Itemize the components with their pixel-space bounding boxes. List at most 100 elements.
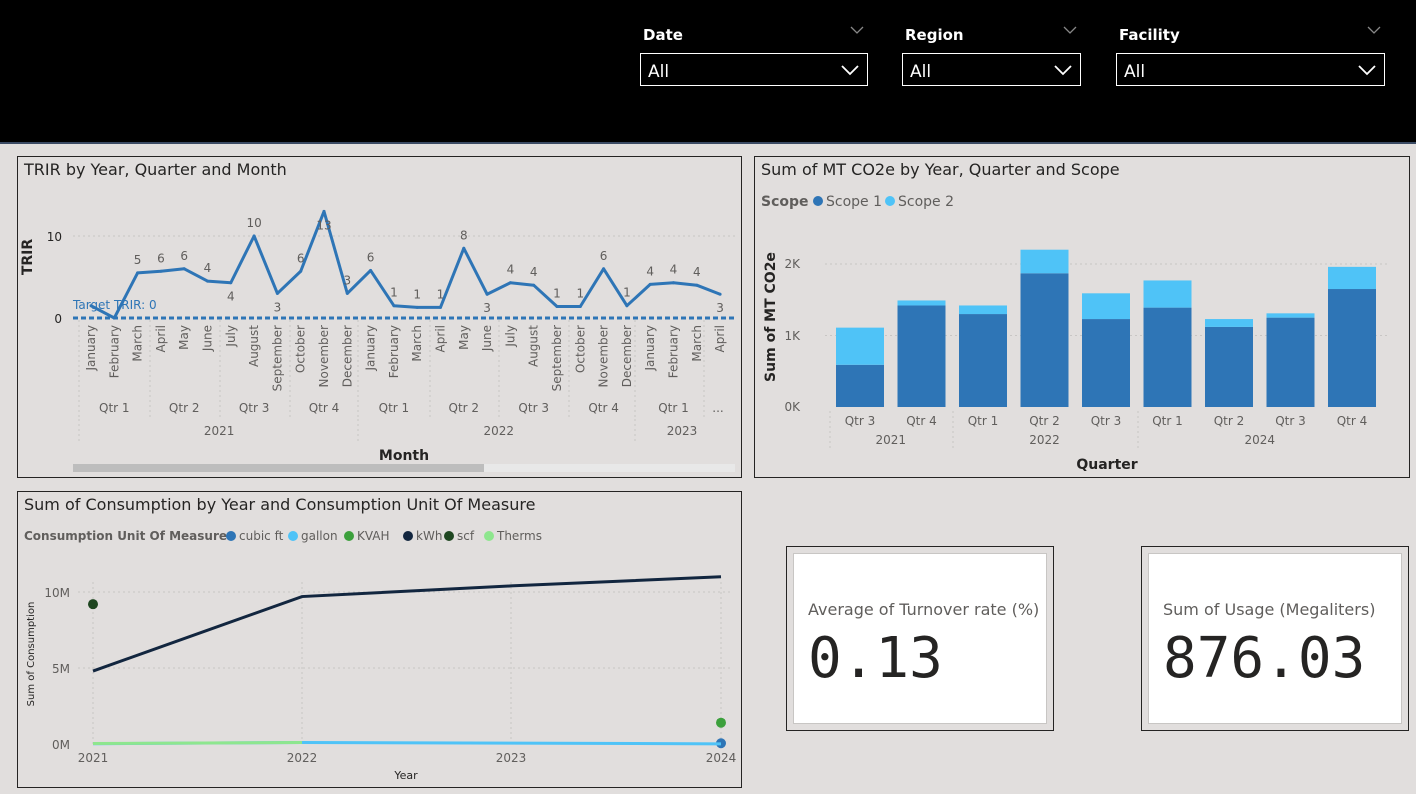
consumption-legend-marker	[444, 531, 454, 541]
chevron-down-icon[interactable]	[850, 24, 864, 36]
trir-point	[252, 234, 256, 238]
usage-card-label: Sum of Usage (Megaliters)	[1163, 600, 1376, 619]
co2-x-tick-quarter: Qtr 4	[1337, 414, 1368, 428]
trir-point	[625, 304, 629, 308]
co2-series: Qtr 3 Qtr 4 Qtr 1 Qtr 2 Qtr 3 Qtr 1 Qtr 2 Qtr 3…	[825, 249, 1387, 449]
co2-chart-panel[interactable]: Sum of MT CO2e by Year, Quarter and Scop…	[754, 156, 1410, 478]
co2-y-tick-1k: 1K	[784, 329, 801, 343]
consumption-chart[interactable]: Consumption Unit Of Measure cubic ft gall…	[18, 492, 743, 789]
trir-point	[555, 305, 559, 309]
trir-point	[695, 283, 699, 287]
trir-x-tick-quarter: Qtr 4	[588, 401, 619, 415]
co2-x-tick-quarter: Qtr 3	[845, 414, 876, 428]
co2-bar	[897, 305, 946, 407]
trir-point	[182, 267, 186, 271]
trir-point	[229, 281, 233, 285]
trir-point	[275, 291, 279, 295]
co2-bar	[1082, 319, 1130, 407]
co2-x-tick-quarter: Qtr 1	[1152, 414, 1183, 428]
co2-legend: Scope 1 Scope 2	[813, 194, 954, 210]
consumption-x-axis-title: Year	[393, 769, 418, 782]
trir-point	[89, 304, 93, 308]
date-dropdown-value: All	[648, 62, 670, 82]
chevron-down-icon[interactable]	[1367, 24, 1381, 36]
usage-card[interactable]: Sum of Usage (Megaliters) 876.03	[1141, 546, 1409, 731]
date-dropdown[interactable]: All	[640, 53, 868, 86]
trir-data-label: 1	[437, 287, 445, 301]
turnover-card-body: Average of Turnover rate (%) 0.13	[793, 553, 1047, 724]
trir-data-label: 4	[670, 263, 678, 277]
trir-point	[345, 291, 349, 295]
chevron-down-icon[interactable]	[1063, 24, 1077, 36]
trir-x-tick-month: February	[387, 325, 401, 378]
trir-data-label: 10	[246, 216, 261, 230]
consumption-line	[92, 575, 722, 673]
trir-x-tick-year: 2023	[667, 424, 698, 438]
co2-x-tick-quarter: Qtr 3	[1275, 414, 1306, 428]
trir-chart-panel[interactable]: TRIR by Year, Quarter and Month TRIR 10 …	[17, 156, 742, 478]
header-divider	[0, 142, 1416, 144]
dropdown-arrow-icon[interactable]	[1054, 64, 1072, 76]
consumption-y-tick-5m: 5M	[52, 662, 70, 676]
trir-point	[392, 304, 396, 308]
co2-chart[interactable]: Scope Scope 1 Scope 2 Sum of MT CO2e 2K 1…	[755, 157, 1411, 479]
trir-x-tick-month: March	[690, 325, 704, 362]
co2-bar	[1266, 317, 1315, 407]
usage-card-body: Sum of Usage (Megaliters) 876.03	[1148, 553, 1402, 724]
trir-point	[718, 292, 722, 296]
trir-y-tick-10: 10	[47, 230, 62, 244]
consumption-legend-label: cubic ft	[239, 529, 284, 543]
turnover-card[interactable]: Average of Turnover rate (%) 0.13	[786, 546, 1054, 731]
co2-x-tick-quarter: Qtr 4	[906, 414, 937, 428]
consumption-x-tick: 2022	[287, 751, 318, 765]
co2-x-tick-quarter: Qtr 1	[968, 414, 999, 428]
consumption-x-tick: 2024	[706, 751, 737, 765]
trir-point	[206, 279, 209, 283]
trir-point	[648, 282, 652, 286]
trir-point	[485, 292, 489, 296]
co2-x-tick-quarter: Qtr 2	[1214, 414, 1245, 428]
trir-chart[interactable]: TRIR 10 0 Target TRIR: 0 January February…	[18, 157, 743, 479]
trir-data-label: 1	[553, 287, 561, 301]
region-dropdown[interactable]: All	[902, 53, 1081, 86]
consumption-x-tick: 2023	[496, 751, 527, 765]
trir-x-tick-month: April	[713, 325, 727, 352]
trir-data-label: 6	[367, 250, 375, 264]
consumption-y-tick-0m: 0M	[52, 738, 70, 752]
consumption-legend-label: scf	[457, 529, 475, 543]
trir-data-label: 6	[600, 249, 608, 263]
co2-x-tick-year: 2022	[1029, 433, 1060, 447]
trir-x-tick-month: January	[643, 325, 657, 372]
trir-point	[159, 269, 163, 273]
trir-chart-title: TRIR by Year, Quarter and Month	[24, 160, 287, 179]
consumption-chart-panel[interactable]: Sum of Consumption by Year and Consumpti…	[17, 491, 742, 788]
trir-data-label: 6	[157, 251, 165, 265]
trir-data-label: 3	[483, 301, 491, 315]
trir-x-tick-month: June	[201, 325, 215, 352]
date-slicer-title: Date	[643, 26, 683, 44]
co2-x-axis-title: Quarter	[1076, 457, 1137, 473]
trir-data-label: 1	[623, 286, 631, 300]
trir-data-label: 3	[343, 273, 351, 287]
trir-x-tick-month: April	[154, 325, 168, 352]
trir-point	[322, 209, 326, 213]
dropdown-arrow-icon[interactable]	[841, 64, 859, 76]
trir-data-label: 1	[390, 286, 398, 300]
region-slicer-title: Region	[905, 26, 964, 44]
consumption-legend: cubic ft gallon KVAH kWh scf Therms	[226, 529, 542, 543]
consumption-point	[716, 717, 726, 728]
dropdown-arrow-icon[interactable]	[1358, 64, 1376, 76]
consumption-legend-marker	[484, 531, 494, 541]
co2-y-tick-0k: 0K	[784, 400, 801, 414]
trir-data-label: 1	[576, 287, 584, 301]
co2-bar	[959, 305, 1007, 315]
co2-bar	[1266, 313, 1315, 318]
trir-x-tick-quarter: Qtr 3	[518, 401, 549, 415]
trir-point	[508, 281, 512, 285]
co2-x-tick-year: 2021	[875, 433, 906, 447]
trir-scrollbar-thumb[interactable]	[73, 464, 484, 472]
trir-x-tick-month: September	[270, 325, 284, 391]
trir-data-label: 3	[274, 300, 282, 314]
facility-dropdown[interactable]: All	[1116, 53, 1385, 86]
trir-x-tick-month: November	[317, 325, 331, 387]
